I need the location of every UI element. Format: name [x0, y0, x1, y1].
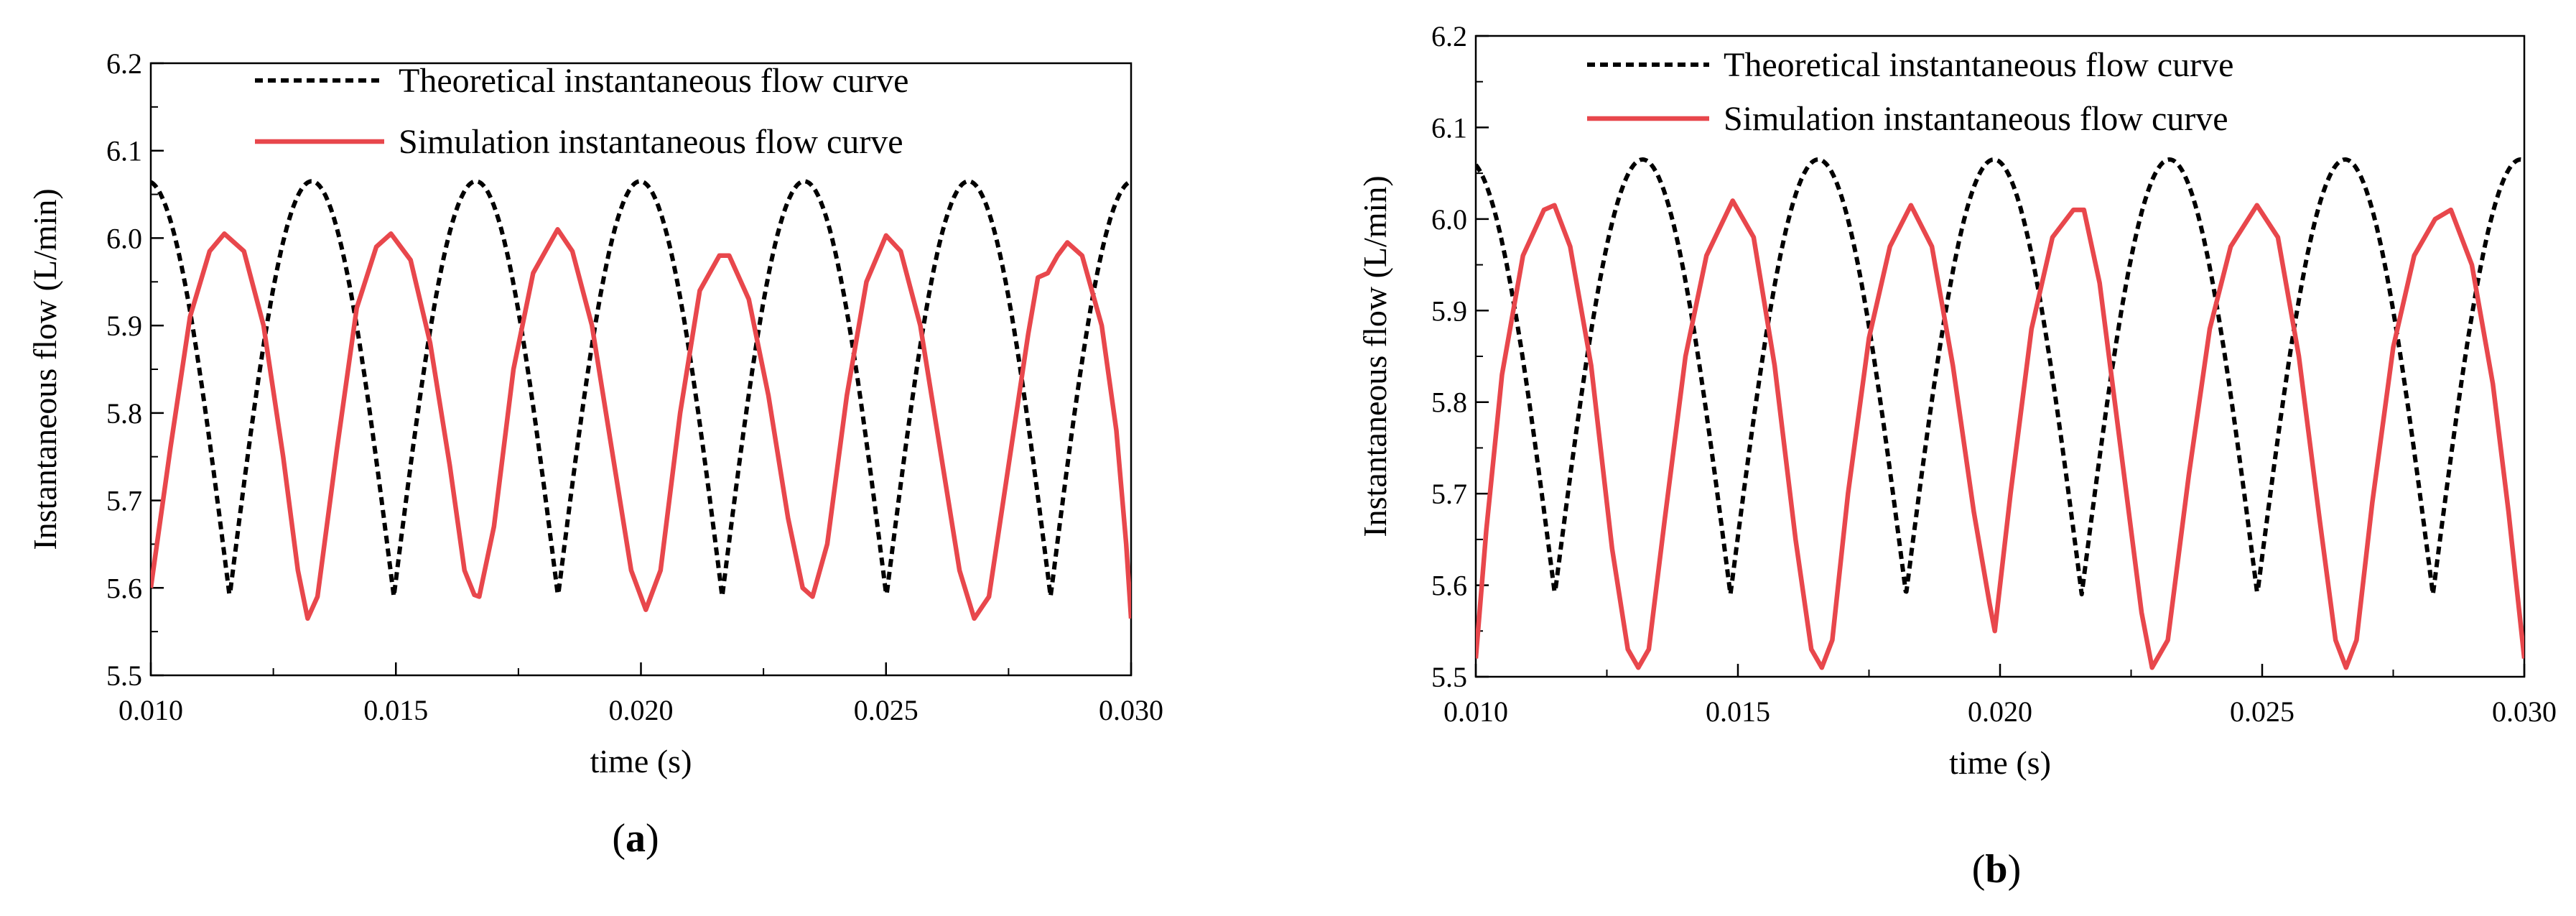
y-tick-label: 6.1 — [106, 135, 142, 167]
x-tick-label: 0.015 — [1706, 695, 1770, 728]
y-tick-label: 6.0 — [1431, 203, 1467, 236]
x-tick-label: 0.020 — [609, 694, 674, 726]
legend-label: Simulation instantaneous flow curve — [399, 123, 903, 161]
y-tick-label: 5.6 — [106, 572, 142, 604]
simulation-flow-line — [151, 227, 1131, 621]
x-tick-label: 0.025 — [854, 694, 919, 726]
theoretical-flow-line — [151, 179, 1131, 598]
simulation-flow-line — [1476, 198, 2524, 670]
y-tick-label: 5.7 — [1431, 478, 1467, 510]
chart-panel-b: 5.5 5.6 5.7 5.8 5.9 6.0 6.1 6.2 0.010 0.015 0.020 0… — [1357, 20, 2557, 892]
y-tick-label: 6.2 — [1431, 20, 1467, 52]
y-tick-label: 5.5 — [1431, 661, 1467, 693]
legend-label: Simulation instantaneous flow curve — [1724, 100, 2228, 138]
x-axis-label: time (s) — [590, 743, 692, 779]
y-tick-label: 5.7 — [106, 485, 142, 517]
x-tick-label: 0.030 — [1099, 694, 1163, 726]
y-axis-label: Instantaneous flow (L/min) — [27, 188, 63, 550]
y-tick-label: 5.8 — [1431, 387, 1467, 419]
x-tick-label: 0.025 — [2230, 695, 2294, 728]
y-tick-label: 5.8 — [106, 397, 142, 430]
x-tick-label: 0.010 — [1443, 695, 1508, 728]
legend-label: Theoretical instantaneous flow curve — [399, 62, 908, 100]
y-tick-label: 5.9 — [106, 310, 142, 342]
chart-panel-a: 5.5 5.6 5.7 5.8 5.9 6.0 6.1 6.2 0.010 0.015 0.020 0… — [27, 47, 1163, 861]
panel-label: (b) — [1972, 847, 2021, 892]
panel-label: (a) — [612, 816, 659, 861]
theoretical-flow-line — [1476, 157, 2524, 597]
y-tick-label: 6.2 — [106, 47, 142, 80]
x-axis-label: time (s) — [1949, 744, 2051, 781]
legend: Theoretical instantaneous flow curve Simu… — [1587, 46, 2233, 138]
y-tick-label: 5.9 — [1431, 295, 1467, 327]
y-axis-label: Instantaneous flow (L/min) — [1357, 175, 1393, 537]
y-tick-label: 6.1 — [1431, 111, 1467, 144]
x-tick-label: 0.030 — [2492, 695, 2557, 728]
y-tick-label: 5.6 — [1431, 570, 1467, 602]
x-tick-label: 0.015 — [363, 694, 428, 726]
legend: Theoretical instantaneous flow curve Simu… — [255, 62, 908, 161]
legend-label: Theoretical instantaneous flow curve — [1724, 46, 2233, 84]
x-tick-label: 0.020 — [1968, 695, 2032, 728]
x-tick-label: 0.010 — [118, 694, 183, 726]
y-tick-label: 5.5 — [106, 660, 142, 692]
y-tick-label: 6.0 — [106, 222, 142, 254]
